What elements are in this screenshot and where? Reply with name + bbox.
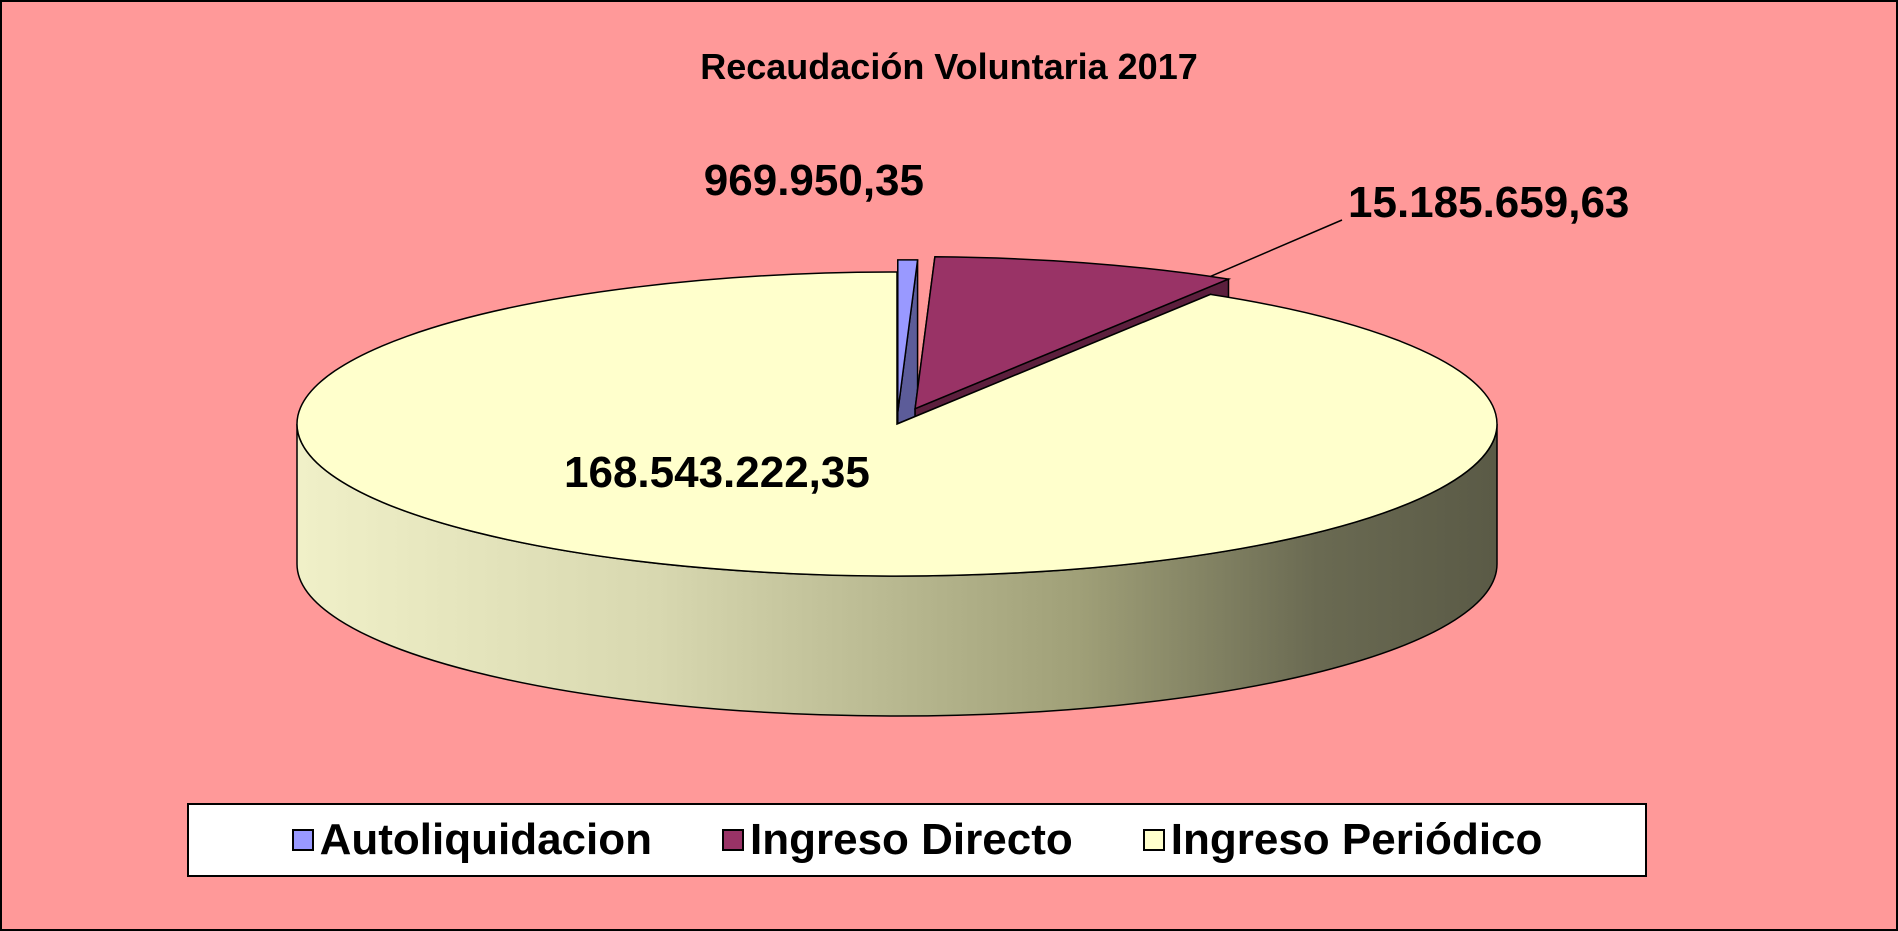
slice-top-ingreso-directo — [914, 256, 1232, 410]
legend-label-autoliquidacion: Autoliquidacion — [319, 815, 652, 864]
legend-item-ingreso-periodico: Ingreso Periódico — [1142, 815, 1543, 865]
data-label-ingreso-periodico: 168.543.222,35 — [564, 448, 870, 497]
legend-swatch-autoliquidacion — [291, 829, 314, 851]
chart-title: Recaudación Voluntaria 2017 — [700, 46, 1198, 87]
slice-top-autoliquidacion — [897, 259, 919, 412]
legend: Autoliquidacion Ingreso Directo Ingreso Pe… — [187, 803, 1647, 877]
data-label-autoliquidacion: 969.950,35 — [704, 156, 924, 205]
legend-item-autoliquidacion: Autoliquidacion — [291, 815, 652, 865]
legend-item-ingreso-directo: Ingreso Directo — [722, 815, 1073, 865]
legend-label-ingreso-directo: Ingreso Directo — [750, 815, 1073, 864]
legend-label-ingreso-periodico: Ingreso Periódico — [1170, 815, 1543, 864]
data-label-ingreso-directo: 15.185.659,63 — [1348, 178, 1629, 227]
legend-swatch-ingreso-periodico — [1142, 829, 1165, 851]
leader-line-ingreso-directo — [1210, 219, 1343, 278]
legend-swatch-ingreso-directo — [722, 829, 744, 851]
slice-top-ingreso-periodico — [296, 271, 1498, 577]
